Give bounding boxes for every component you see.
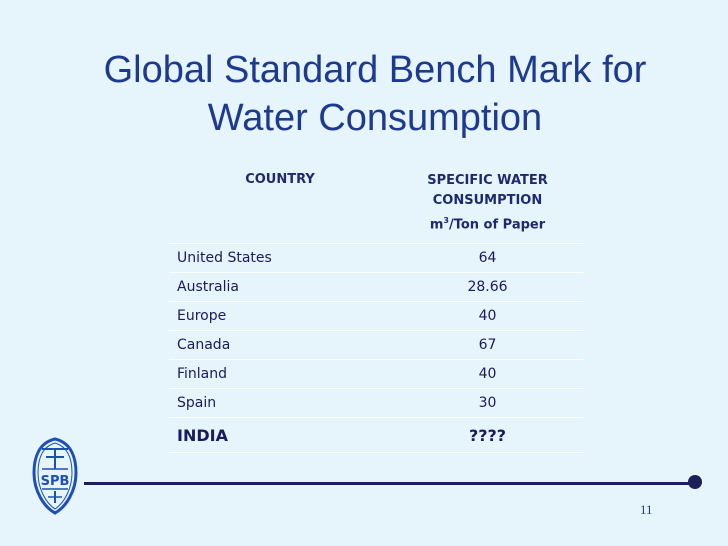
table-row: Spain 30 [169,388,584,418]
footer-rule-end-dot [688,475,702,489]
logo-text: SPB [41,474,70,489]
table-row-india: INDIA ???? [169,417,584,453]
header-consumption: SPECIFIC WATER CONSUMPTION m3/Ton of Pap… [391,165,584,244]
spb-logo: SPB [28,433,82,517]
value-cell: 40 [391,359,584,389]
table-row: Australia 28.66 [169,272,584,302]
table-row: Canada 67 [169,330,584,360]
header-consumption-unit: m3/Ton of Paper [391,211,584,235]
country-cell: Canada [169,330,391,360]
value-cell: 64 [391,243,584,273]
country-cell: Finland [169,359,391,389]
water-consumption-table: COUNTRY SPECIFIC WATER CONSUMPTION m3/To… [169,165,584,453]
slide-title-line-1: Global Standard Bench Mark for [103,49,647,91]
slide-title-line-2: Water Consumption [207,97,543,139]
country-cell: Spain [169,388,391,418]
value-cell: 40 [391,301,584,331]
unit-m: m [429,217,444,233]
value-cell: 28.66 [391,272,584,302]
header-country: COUNTRY [169,165,391,244]
unit-rest: /Ton of Paper [448,217,546,233]
country-cell: INDIA [169,417,391,453]
slide-title: Global Standard Bench Mark for Water Con… [40,46,710,142]
value-cell: 30 [391,388,584,418]
table-row: United States 64 [169,243,584,273]
value-cell: 67 [391,330,584,360]
value-cell: ???? [391,417,584,453]
footer-rule [84,482,690,485]
header-consumption-line-1: SPECIFIC WATER [427,173,548,188]
page-number: 11 [640,502,653,517]
country-cell: United States [169,243,391,273]
unit-superscript: 3 [443,216,449,225]
table-header-row: COUNTRY SPECIFIC WATER CONSUMPTION m3/To… [169,165,584,244]
table-row: Finland 40 [169,359,584,389]
country-cell: Europe [169,301,391,331]
country-cell: Australia [169,272,391,302]
table-row: Europe 40 [169,301,584,331]
header-consumption-line-2: CONSUMPTION [432,193,543,208]
